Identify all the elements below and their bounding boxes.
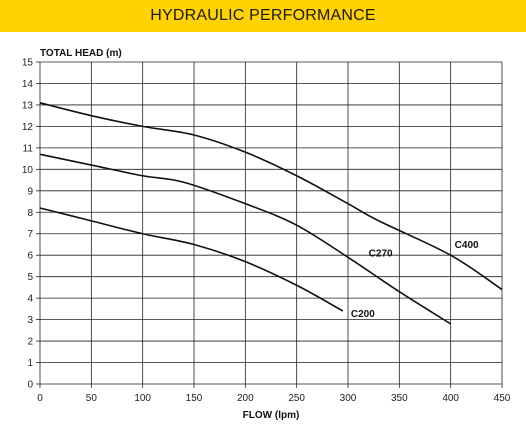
- y-axis-title: TOTAL HEAD (m): [40, 48, 122, 59]
- y-tick-label: 8: [27, 208, 33, 219]
- y-tick-label: 6: [27, 251, 33, 262]
- y-tick-label: 9: [27, 186, 33, 197]
- y-tick-label: 12: [22, 122, 34, 133]
- y-tick-label: 7: [27, 229, 33, 240]
- y-tick-label: 5: [27, 272, 33, 283]
- x-tick-labels: 0 50 100 150 200 250 300 350 400 450: [37, 393, 511, 404]
- series-labels: C200 C270 C400: [351, 240, 479, 320]
- x-tick-label: 450: [494, 393, 511, 404]
- x-tick-label: 400: [442, 393, 459, 404]
- curve-c270: [39, 153, 452, 325]
- x-tick-label: 50: [86, 393, 98, 404]
- x-tick-label: 150: [186, 393, 203, 404]
- x-tick-label: 100: [134, 393, 151, 404]
- title-banner: HYDRAULIC PERFORMANCE: [0, 0, 526, 32]
- series-label-c400: C400: [455, 240, 479, 251]
- x-tick-label: 250: [288, 393, 305, 404]
- y-tick-label: 14: [22, 79, 34, 90]
- y-tick-label: 4: [27, 294, 33, 305]
- chart-title: HYDRAULIC PERFORMANCE: [150, 7, 376, 24]
- y-tick-label: 2: [27, 337, 33, 348]
- y-tick-label: 11: [23, 143, 34, 154]
- y-tick-label: 15: [22, 58, 34, 69]
- x-tick-label: 200: [237, 393, 254, 404]
- series-label-c270: C270: [369, 248, 393, 259]
- y-tick-label: 1: [27, 358, 33, 369]
- x-tick-label: 300: [340, 393, 357, 404]
- series-label-c200: C200: [351, 309, 375, 320]
- curve-c400: [39, 102, 503, 291]
- curves: [39, 102, 503, 325]
- x-axis-title: FLOW (lpm): [243, 410, 300, 421]
- x-tick-label: 350: [391, 393, 408, 404]
- y-tick-label: 13: [22, 100, 34, 111]
- y-tick-label: 3: [27, 315, 33, 326]
- y-tick-label: 10: [22, 165, 34, 176]
- x-tick-label: 0: [37, 393, 43, 404]
- y-tick-label: 0: [27, 380, 33, 391]
- curve-c200: [39, 207, 344, 312]
